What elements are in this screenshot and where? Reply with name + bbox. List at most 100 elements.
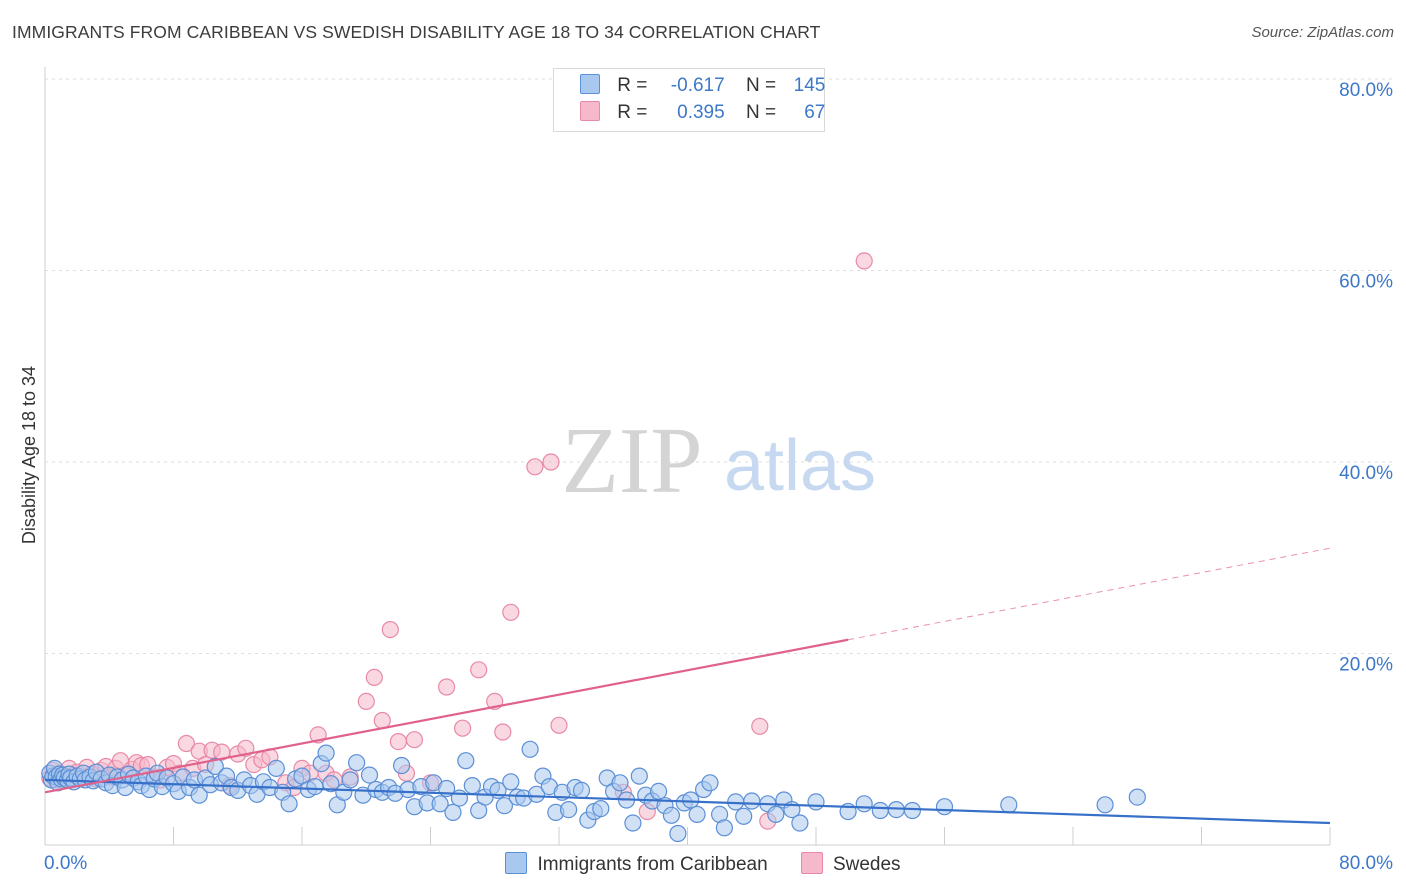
caribbean-point	[807, 793, 825, 811]
swedes-trend-extension	[848, 547, 1331, 641]
watermark: ZIP atlas	[562, 409, 877, 513]
caribbean-point	[502, 773, 520, 791]
swedes-point	[526, 458, 544, 476]
trend-lines	[44, 547, 1331, 825]
watermark-atlas: atlas	[724, 426, 876, 506]
caribbean-point	[190, 786, 208, 804]
legend-n-value: 67	[804, 102, 826, 123]
caribbean-point	[624, 814, 642, 832]
legend-r-label: R =	[617, 102, 648, 123]
caribbean-point	[348, 754, 366, 772]
blue-swatch	[505, 852, 528, 874]
caribbean-point	[495, 797, 513, 815]
legend-item-caribbean: Immigrants from Caribbean	[505, 852, 768, 876]
caribbean-point	[871, 801, 889, 820]
caribbean-point	[903, 801, 922, 820]
caribbean-point	[701, 774, 719, 792]
caribbean-point	[444, 803, 462, 822]
legend-item-label: Immigrants from Caribbean	[537, 854, 768, 875]
source-label: Source: ZipAtlas.com	[1251, 24, 1394, 41]
caribbean-point	[463, 776, 481, 795]
y-tick-label: 40.0%	[1339, 463, 1393, 484]
caribbean-point	[630, 767, 648, 785]
watermark-zip: ZIP	[562, 409, 703, 513]
caribbean-point	[267, 759, 285, 778]
caribbean-point	[559, 800, 578, 819]
caribbean-point	[669, 824, 687, 843]
swedes-point	[470, 661, 488, 679]
caribbean-point	[280, 795, 298, 813]
caribbean-point	[393, 756, 411, 775]
legend-n-value: 145	[793, 75, 826, 96]
legend-row-caribbean: R = -0.617 N = 145	[580, 74, 825, 100]
swedes-point	[550, 716, 568, 734]
caribbean-point	[341, 771, 359, 789]
caribbean-point	[457, 752, 475, 770]
swedes-point	[454, 719, 472, 737]
caribbean-point	[206, 757, 224, 776]
caribbean-point	[1128, 788, 1146, 806]
tick-labels: 20.0% 40.0% 60.0% 80.0% 0.0% 80.0%	[44, 80, 1393, 874]
pink-swatch	[800, 852, 823, 874]
swedes-point	[542, 453, 560, 471]
pink-swatch	[580, 101, 600, 121]
caribbean-point	[688, 805, 706, 824]
grid-lines	[45, 78, 1395, 654]
caribbean-point	[935, 798, 954, 816]
swedes-point	[855, 252, 873, 270]
x-tick-label: 0.0%	[44, 853, 87, 874]
caribbean-point	[682, 791, 700, 809]
blue-swatch	[580, 74, 600, 94]
caribbean-point	[767, 805, 785, 824]
caribbean-point	[715, 819, 734, 837]
swedes-point	[365, 668, 383, 687]
caribbean-point	[360, 766, 379, 784]
caribbean-point	[317, 744, 335, 762]
legend-item-label: Swedes	[832, 854, 901, 875]
caribbean-point	[521, 740, 539, 758]
swedes-point	[438, 678, 456, 696]
legend-row-swedes: R = 0.395 N = 67	[580, 101, 825, 127]
caribbean-point	[791, 814, 809, 832]
legend-item-swedes: Swedes	[800, 852, 901, 876]
caribbean-point	[572, 781, 591, 800]
swedes-point	[389, 732, 407, 751]
caribbean-point	[322, 775, 340, 793]
caribbean-point	[649, 782, 668, 801]
legend-n-label: N =	[745, 102, 777, 123]
series-legend: Immigrants from Caribbean Swedes	[0, 852, 1406, 876]
caribbean-point	[743, 792, 761, 810]
swedes-points	[41, 252, 873, 830]
caribbean-point	[431, 795, 449, 813]
swedes-point	[502, 603, 520, 621]
swedes-point	[494, 723, 512, 741]
swedes-trend-line	[44, 638, 849, 794]
stats-legend: R = -0.617 N = 145 R = 0.395 N = 67	[553, 68, 825, 132]
caribbean-point	[592, 799, 610, 818]
axes	[44, 67, 1331, 846]
y-axis-label: Disability Age 18 to 34	[19, 366, 39, 544]
caribbean-point	[662, 806, 681, 824]
swedes-point	[357, 692, 375, 711]
caribbean-point	[735, 807, 753, 825]
swedes-point	[405, 731, 423, 749]
caribbean-trend-line	[44, 778, 1331, 825]
caribbean-point	[1096, 796, 1114, 814]
swedes-point	[177, 734, 195, 753]
chart-title: IMMIGRANTS FROM CARIBBEAN VS SWEDISH DIS…	[12, 22, 821, 42]
swedes-point	[381, 620, 399, 639]
y-tick-label: 60.0%	[1339, 272, 1393, 293]
caribbean-point	[527, 785, 546, 803]
caribbean-point	[1000, 796, 1018, 814]
caribbean-point	[306, 777, 324, 796]
swedes-point	[751, 717, 769, 735]
y-tick-label: 80.0%	[1339, 80, 1393, 101]
y-tick-label: 20.0%	[1339, 655, 1393, 676]
swedes-point	[237, 739, 255, 757]
caribbean-point	[855, 795, 873, 813]
x-tick-label: 80.0%	[1339, 853, 1393, 874]
legend-r-value: 0.395	[677, 102, 725, 123]
legend-r-value: -0.617	[670, 75, 725, 96]
caribbean-point	[611, 774, 629, 792]
